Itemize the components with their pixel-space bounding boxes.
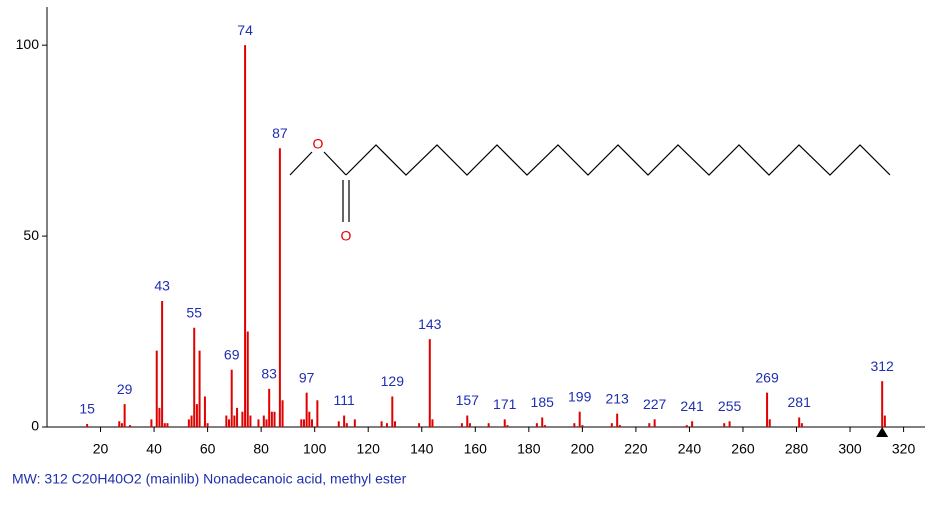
atom-label: O bbox=[341, 228, 352, 244]
peak-label: 129 bbox=[381, 373, 405, 389]
peak-label: 143 bbox=[418, 316, 442, 332]
x-tick-label: 160 bbox=[464, 441, 488, 457]
peak-label: 157 bbox=[456, 392, 480, 408]
peak-label: 255 bbox=[718, 398, 742, 414]
atom-label: O bbox=[313, 136, 324, 152]
x-tick-label: 180 bbox=[517, 441, 541, 457]
peak-label: 213 bbox=[605, 390, 629, 406]
x-tick-label: 200 bbox=[571, 441, 595, 457]
structure bbox=[289, 144, 891, 222]
peak-label: 83 bbox=[261, 366, 277, 382]
peak-label: 87 bbox=[272, 125, 288, 141]
x-tick-label: 280 bbox=[785, 441, 809, 457]
peak-label: 312 bbox=[870, 358, 894, 374]
x-tick-label: 20 bbox=[93, 441, 109, 457]
peak-label: 185 bbox=[531, 394, 555, 410]
bond bbox=[323, 151, 347, 176]
chain bbox=[345, 144, 891, 176]
x-tick-label: 140 bbox=[410, 441, 434, 457]
x-tick-label: 220 bbox=[624, 441, 648, 457]
peak-label: 74 bbox=[237, 22, 253, 38]
y-tick-label: 50 bbox=[23, 227, 39, 243]
x-tick-label: 320 bbox=[892, 441, 916, 457]
peak-label: 15 bbox=[79, 401, 95, 417]
peak-label: 171 bbox=[493, 396, 517, 412]
peak-label: 29 bbox=[117, 381, 133, 397]
x-tick-label: 300 bbox=[838, 441, 862, 457]
x-tick-label: 100 bbox=[303, 441, 327, 457]
peak-label: 199 bbox=[568, 388, 592, 404]
y-tick-label: 100 bbox=[16, 36, 40, 52]
x-tick-label: 260 bbox=[731, 441, 755, 457]
bond bbox=[289, 151, 313, 176]
peak-label: 227 bbox=[643, 396, 667, 412]
x-tick-label: 120 bbox=[357, 441, 381, 457]
x-tick-label: 240 bbox=[678, 441, 702, 457]
y-tick-label: 0 bbox=[31, 418, 39, 434]
x-tick-label: 60 bbox=[200, 441, 216, 457]
x-tick-label: 40 bbox=[146, 441, 162, 457]
caption: MW: 312 C20H40O2 (mainlib) Nonadecanoic … bbox=[12, 471, 407, 487]
peak-label: 269 bbox=[755, 369, 779, 385]
peak-label: 69 bbox=[224, 346, 240, 362]
peak-label: 97 bbox=[299, 369, 315, 385]
molecular-ion-marker bbox=[876, 427, 889, 437]
peak-label: 55 bbox=[186, 304, 202, 320]
x-tick-label: 80 bbox=[253, 441, 269, 457]
peak-label: 241 bbox=[680, 398, 704, 414]
peak-label: 111 bbox=[333, 392, 354, 408]
peak-label: 281 bbox=[788, 394, 812, 410]
peak-label: 43 bbox=[154, 278, 170, 294]
